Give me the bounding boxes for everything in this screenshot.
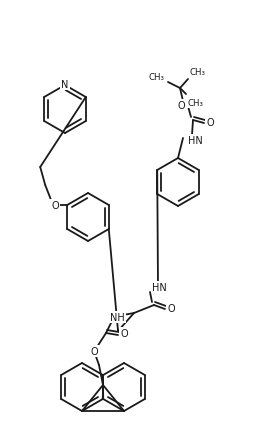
Text: O: O [90,346,98,356]
Text: N: N [61,80,69,90]
Text: O: O [120,328,128,338]
Text: O: O [51,200,59,211]
Text: CH₃: CH₃ [188,98,204,107]
Text: O: O [177,101,185,111]
Text: NH: NH [110,312,124,322]
Text: O: O [206,118,214,128]
Text: HN: HN [152,283,167,292]
Text: CH₃: CH₃ [190,68,206,76]
Text: CH₃: CH₃ [149,72,165,81]
Text: HN: HN [188,136,203,146]
Text: O: O [167,303,175,313]
